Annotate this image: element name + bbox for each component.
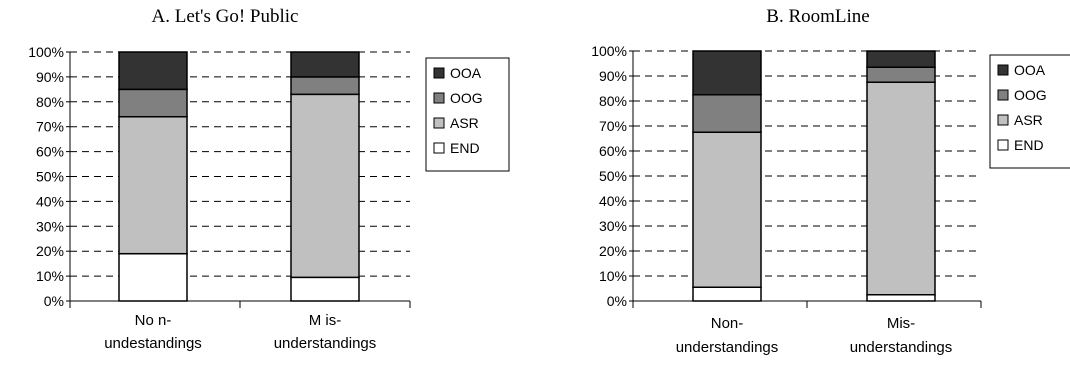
legend-swatch-ooa <box>997 64 1009 76</box>
x-category-label: understandings <box>850 339 953 356</box>
y-tick-label: 0% <box>44 293 64 309</box>
legend-label-oog: OOG <box>450 90 483 106</box>
legend-swatch-end <box>997 139 1009 151</box>
y-tick-label: 100% <box>591 43 627 59</box>
legend-label-oog: OOG <box>1014 87 1047 103</box>
bar-segment-oog <box>290 76 360 96</box>
y-tick-label: 30% <box>36 218 64 234</box>
x-category-label: understandings <box>274 335 377 352</box>
y-tick-label: 70% <box>599 118 627 134</box>
bar-segment-asr <box>118 115 188 255</box>
y-tick-label: 10% <box>599 268 627 284</box>
y-tick-label: 70% <box>36 119 64 135</box>
x-category-label: undestandings <box>104 335 202 352</box>
bar-segment-end <box>118 252 188 302</box>
y-tick-label: 80% <box>36 94 64 110</box>
legend-swatch-oog <box>433 92 445 104</box>
y-tick-label: 60% <box>36 144 64 160</box>
bar-segment-oog <box>866 66 936 83</box>
y-tick-label: 30% <box>599 218 627 234</box>
legend-label-ooa: OOA <box>450 65 482 81</box>
chart-title: A. Let's Go! Public <box>152 6 299 27</box>
y-tick-label: 50% <box>599 168 627 184</box>
x-category-label: Mis- <box>887 315 915 332</box>
bar-segment-asr <box>290 93 360 279</box>
y-tick-label: 40% <box>36 193 64 209</box>
chart-panel-lets-go-public: A. Let's Go! Public 0% 10% 20% 30% 40% 50% 60%… <box>28 6 510 352</box>
bar-segment-oog <box>692 94 762 133</box>
legend-swatch-oog <box>997 89 1009 101</box>
legend-swatch-asr <box>433 117 445 129</box>
legend-swatch-asr <box>997 114 1009 126</box>
bar-segment-ooa <box>866 50 936 68</box>
y-tick-label: 20% <box>599 243 627 259</box>
y-tick-label: 60% <box>599 143 627 159</box>
y-tick-label: 0% <box>607 293 627 309</box>
legend-label-end: END <box>450 140 480 156</box>
legend-label-asr: ASR <box>450 115 479 131</box>
legend-swatch-end <box>433 142 445 154</box>
x-category-label: understandings <box>676 339 779 356</box>
bar-segment-asr <box>692 131 762 288</box>
y-tick-label: 90% <box>36 69 64 85</box>
y-tick-label: 100% <box>28 44 64 60</box>
legend-label-ooa: OOA <box>1014 62 1046 78</box>
chart-panel-roomline: B. RoomLine 0% 10% 20% 30% 40% 50% 60% 70% 80% 90… <box>591 6 1070 356</box>
x-category-label: M is- <box>309 312 342 329</box>
legend-label-asr: ASR <box>1014 112 1043 128</box>
bar-segment-ooa <box>118 51 188 91</box>
y-tick-label: 50% <box>36 169 64 185</box>
bar-segment-end <box>290 276 360 302</box>
bar-segment-end <box>692 286 762 302</box>
chart-title: B. RoomLine <box>766 6 869 27</box>
x-category-label: No n- <box>135 312 172 329</box>
bar-segment-ooa <box>290 51 360 78</box>
y-tick-label: 80% <box>599 93 627 109</box>
y-tick-label: 10% <box>36 268 64 284</box>
y-tick-label: 90% <box>599 68 627 84</box>
bar-segment-asr <box>866 81 936 296</box>
bar-segment-ooa <box>692 50 762 96</box>
bar-segment-oog <box>118 88 188 118</box>
x-category-label: Non- <box>711 315 744 332</box>
legend-swatch-ooa <box>433 67 445 79</box>
y-tick-label: 20% <box>36 243 64 259</box>
legend-label-end: END <box>1014 137 1044 153</box>
bar-segment-end <box>866 294 936 302</box>
y-tick-label: 40% <box>599 193 627 209</box>
